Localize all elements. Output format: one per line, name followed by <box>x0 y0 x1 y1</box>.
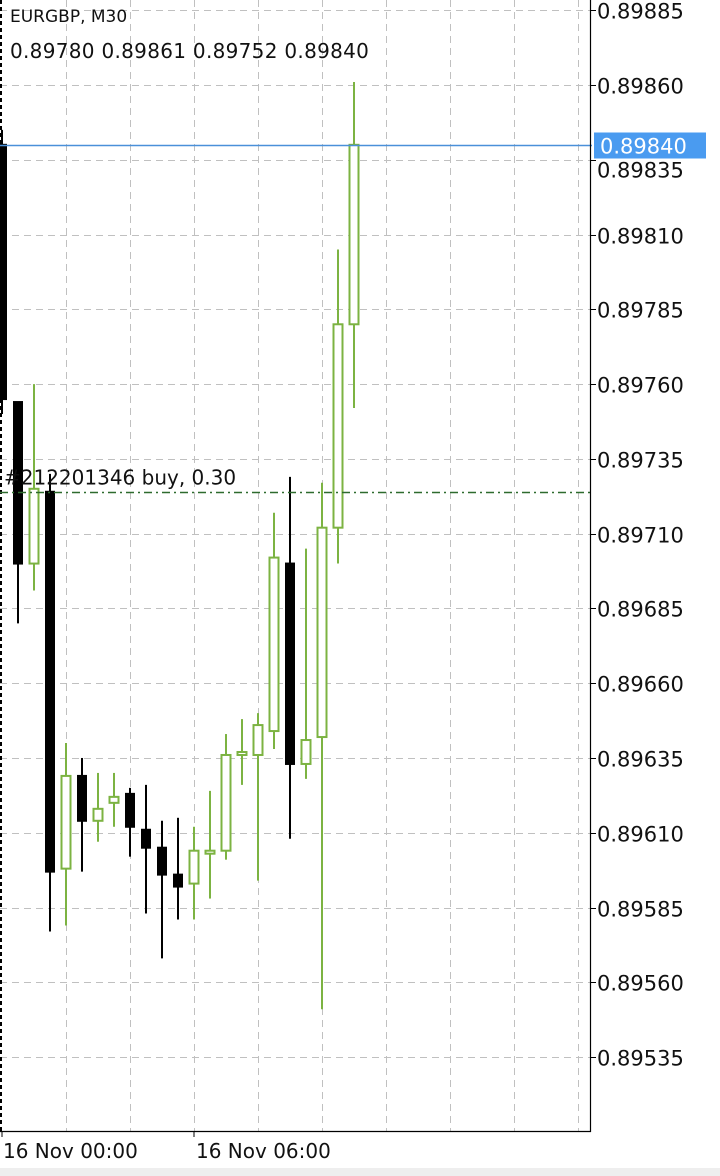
ohlc-values: 0.89780 0.89861 0.89752 0.89840 <box>10 39 370 63</box>
y-tick-label: 0.89560 <box>597 972 684 996</box>
current-price-label-bg <box>594 132 706 159</box>
bearish-candle <box>141 784 151 914</box>
bearish-candle <box>157 820 167 959</box>
bearish-candle <box>77 757 87 872</box>
bullish-candle <box>316 482 328 1010</box>
current-price-label: 0.89840 <box>594 132 706 159</box>
bearish-candle <box>13 401 23 624</box>
y-tick-label: 0.89735 <box>597 449 684 473</box>
candle-body <box>45 490 55 873</box>
y-tick-label: 0.89835 <box>597 159 684 183</box>
y-tick-label: 0.89810 <box>597 225 684 249</box>
candle-body <box>220 753 232 852</box>
candle-body <box>316 526 328 739</box>
candle-body <box>204 849 216 855</box>
candle-body <box>92 807 104 822</box>
y-tick-label: 0.89660 <box>597 673 684 697</box>
bullish-candle <box>300 548 312 779</box>
bullish-candle <box>236 719 248 785</box>
bullish-candle <box>28 384 40 591</box>
y-tick-label: 0.89685 <box>597 598 684 622</box>
candle-body <box>0 143 7 401</box>
x-tick-label: 16 Nov 00:00 <box>3 1139 138 1163</box>
bullish-candle <box>108 772 120 827</box>
candle-body <box>125 792 135 828</box>
candle-body <box>285 562 295 765</box>
time-axis[interactable]: 16 Nov 00:00 16 Nov 06:00 <box>1 1131 331 1163</box>
order-label: #212201346 buy, 0.30 <box>4 466 236 490</box>
y-tick-label: 0.89885 <box>597 0 684 24</box>
candle-body <box>141 828 151 849</box>
y-tick-label: 0.89860 <box>597 75 684 99</box>
y-tick-label: 0.89610 <box>597 823 684 847</box>
candle-body <box>60 774 72 870</box>
bullish-candle <box>268 512 280 750</box>
y-tick-label: 0.89710 <box>597 524 684 548</box>
candle-body <box>173 873 183 888</box>
candle-body <box>268 556 280 733</box>
candle-body <box>157 846 167 876</box>
bottom-bar <box>0 1168 720 1176</box>
bearish-candle <box>285 476 295 839</box>
bullish-candle <box>348 82 360 409</box>
y-tick-label: 0.89760 <box>597 374 684 398</box>
y-tick-label: 0.89585 <box>597 898 684 922</box>
x-tick-label: 16 Nov 06:00 <box>196 1139 331 1163</box>
candle-body <box>13 401 23 565</box>
bullish-candle <box>332 249 344 564</box>
symbol-timeframe: EURGBP, M30 <box>10 7 128 27</box>
y-tick-label: 0.89535 <box>597 1047 684 1071</box>
bearish-candle <box>45 473 55 932</box>
bearish-candle <box>125 787 135 857</box>
bullish-candle <box>220 734 232 860</box>
candle-body <box>77 774 87 822</box>
bullish-candle <box>60 743 72 926</box>
bullish-candle <box>92 772 104 842</box>
current-price-label-text: 0.89840 <box>600 135 687 159</box>
order-line[interactable]: #212201346 buy, 0.30 <box>0 466 590 494</box>
candle-body <box>332 323 344 529</box>
candles <box>0 82 360 1010</box>
price-axis[interactable]: 0.89885 0.89860 0.89835 0.89810 0.89785 0.897… <box>590 0 684 1071</box>
candle-body <box>188 849 200 885</box>
bearish-candle <box>0 129 7 415</box>
bullish-candle <box>188 826 200 920</box>
candle-body <box>236 750 248 756</box>
candle-body <box>348 143 360 326</box>
bullish-candle <box>204 790 216 899</box>
candle-body <box>252 724 264 756</box>
y-tick-label: 0.89635 <box>597 748 684 772</box>
candle-body <box>28 487 40 565</box>
candle-body <box>300 739 312 765</box>
candle-body <box>108 795 120 804</box>
bullish-candle <box>252 713 264 881</box>
bearish-candle <box>173 817 183 920</box>
y-tick-label: 0.89785 <box>597 299 684 323</box>
